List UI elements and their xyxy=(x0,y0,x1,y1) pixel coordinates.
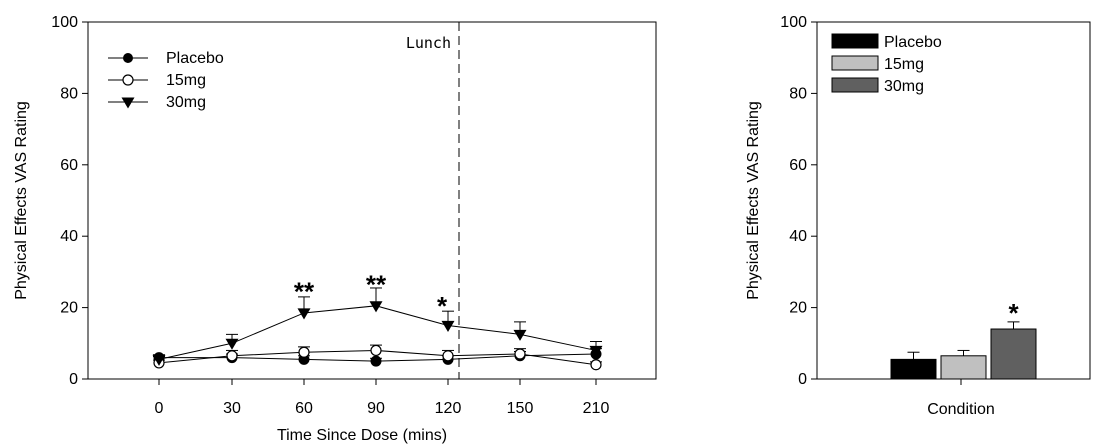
y-tick-label: 100 xyxy=(51,14,78,31)
legend: Placebo 15mg 30mg xyxy=(831,33,942,95)
data-point xyxy=(226,350,238,362)
x-tick-label: 30 xyxy=(223,400,241,417)
data-point xyxy=(297,308,311,320)
x-tick-label: 0 xyxy=(155,400,164,417)
legend-item-placebo: Placebo xyxy=(108,50,224,67)
significance-annotation: * xyxy=(1008,298,1019,328)
legend-label: 15mg xyxy=(884,56,924,73)
plot-frame xyxy=(87,21,657,380)
plot-frame xyxy=(816,21,1091,380)
data-point xyxy=(442,350,454,362)
legend-label: 30mg xyxy=(884,78,924,95)
x-tick-label: 150 xyxy=(507,400,534,417)
series-30mg xyxy=(152,287,603,366)
legend-swatch xyxy=(831,33,879,49)
bar-15mg xyxy=(940,355,987,380)
data-point xyxy=(370,344,382,357)
y-tick-label: 40 xyxy=(60,228,78,245)
significance-annotation: ** xyxy=(366,269,387,299)
y-tick-label: 80 xyxy=(60,85,78,102)
data-point xyxy=(589,345,603,357)
legend-swatch xyxy=(831,55,879,71)
y-tick-label: 20 xyxy=(789,300,807,317)
lunch-label: Lunch xyxy=(406,34,451,52)
y-axis-title: Physical Effects VAS Rating xyxy=(13,101,30,300)
legend-label: Placebo xyxy=(166,50,224,67)
y-tick-label: 100 xyxy=(780,14,807,31)
data-point xyxy=(370,355,382,367)
x-tick-label: 120 xyxy=(435,400,462,417)
data-point xyxy=(369,301,383,313)
x-axis-title: Condition xyxy=(927,401,995,418)
legend-item-15mg: 15mg xyxy=(108,72,206,89)
series-15mg xyxy=(153,344,602,371)
legend-item-15mg: 15mg xyxy=(831,55,924,73)
x-tick-label: 90 xyxy=(367,400,385,417)
data-point xyxy=(590,359,602,371)
line-chart: 0 20 40 60 80 100 0 30 60 90 120 150 210 Time Since D… xyxy=(13,14,657,444)
legend-swatch xyxy=(831,77,879,93)
data-point xyxy=(152,354,166,366)
data-point xyxy=(513,329,527,341)
y-tick-label: 60 xyxy=(60,157,78,174)
data-point xyxy=(225,338,239,350)
y-tick-label: 60 xyxy=(789,157,807,174)
y-tick-label: 20 xyxy=(60,300,78,317)
legend-item-placebo: Placebo xyxy=(831,33,942,51)
legend: Placebo 15mg 30mg xyxy=(108,50,224,111)
significance-annotation: ** xyxy=(294,277,315,307)
y-tick-label: 40 xyxy=(789,228,807,245)
bar-chart: 0 20 40 60 80 100 Condition Physical Effects VA… xyxy=(745,14,1091,418)
y-tick-label: 0 xyxy=(69,371,78,388)
significance-annotation: * xyxy=(437,291,448,321)
legend-item-30mg: 30mg xyxy=(831,77,924,95)
legend-label: 30mg xyxy=(166,94,206,111)
data-point xyxy=(514,348,526,360)
legend-label: 15mg xyxy=(166,72,206,89)
y-tick-label: 80 xyxy=(789,85,807,102)
legend-marker xyxy=(123,53,133,63)
legend-marker xyxy=(121,97,135,109)
data-point xyxy=(441,320,455,332)
bar-30mg xyxy=(990,328,1037,380)
y-axis-title: Physical Effects VAS Rating xyxy=(745,101,762,300)
y-tick-label: 0 xyxy=(798,371,807,388)
legend-item-30mg: 30mg xyxy=(108,94,206,111)
bar-placebo xyxy=(890,358,937,380)
x-tick-label: 210 xyxy=(583,400,610,417)
x-axis-title: Time Since Dose (mins) xyxy=(277,427,447,444)
legend-marker xyxy=(122,74,134,86)
data-point xyxy=(298,346,310,358)
legend-label: Placebo xyxy=(884,34,942,51)
x-tick-label: 60 xyxy=(295,400,313,417)
